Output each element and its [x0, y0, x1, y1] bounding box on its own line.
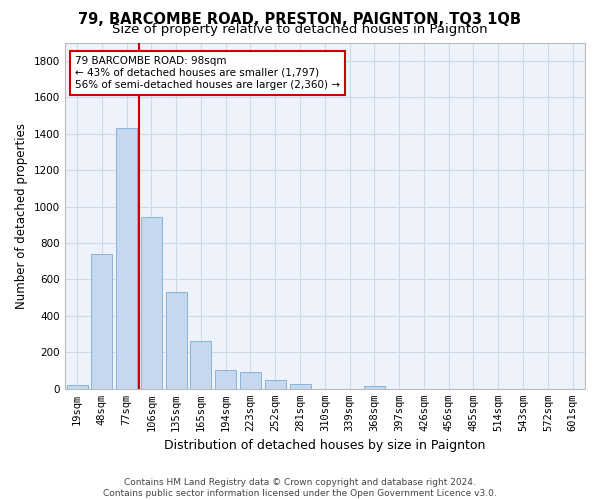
Text: 79 BARCOMBE ROAD: 98sqm
← 43% of detached houses are smaller (1,797)
56% of semi: 79 BARCOMBE ROAD: 98sqm ← 43% of detache… — [75, 56, 340, 90]
Bar — [190, 340, 211, 389]
Y-axis label: Number of detached properties: Number of detached properties — [15, 122, 28, 308]
Bar — [91, 254, 112, 389]
X-axis label: Distribution of detached houses by size in Paignton: Distribution of detached houses by size … — [164, 440, 485, 452]
Bar — [215, 370, 236, 389]
Bar — [240, 372, 261, 389]
Text: Size of property relative to detached houses in Paignton: Size of property relative to detached ho… — [112, 22, 488, 36]
Bar — [166, 292, 187, 389]
Bar — [265, 380, 286, 389]
Bar — [141, 218, 162, 389]
Text: Contains HM Land Registry data © Crown copyright and database right 2024.
Contai: Contains HM Land Registry data © Crown c… — [103, 478, 497, 498]
Bar — [116, 128, 137, 389]
Bar — [67, 385, 88, 389]
Bar — [290, 384, 311, 389]
Bar — [364, 386, 385, 389]
Text: 79, BARCOMBE ROAD, PRESTON, PAIGNTON, TQ3 1QB: 79, BARCOMBE ROAD, PRESTON, PAIGNTON, TQ… — [79, 12, 521, 28]
